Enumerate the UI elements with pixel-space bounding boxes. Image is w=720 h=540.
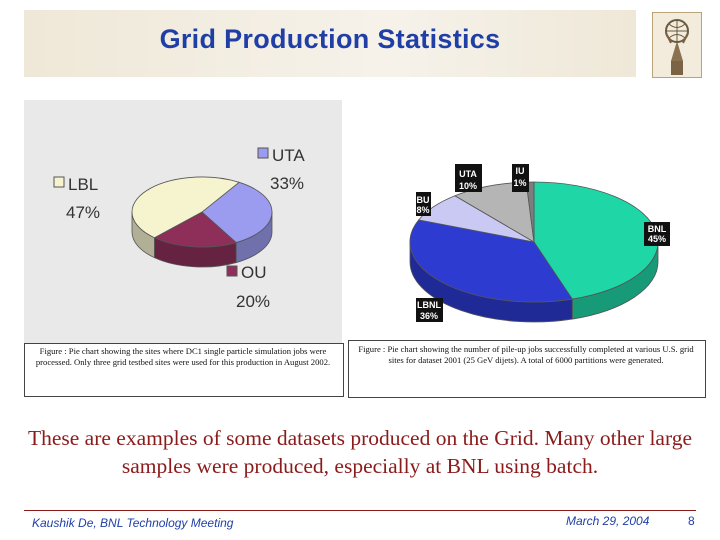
dc1-slice-ou: [153, 211, 237, 248]
legend-label-ou: OU: [241, 263, 267, 282]
label-box-uta: UTA 10%: [455, 164, 482, 192]
label-box-iu: IU 1%: [512, 164, 529, 192]
pct-label-ou: 20%: [236, 292, 270, 311]
legend-swatch-uta: [257, 147, 269, 159]
label-bu-pct: 8%: [416, 205, 429, 215]
left-chart-panel: UTA 33% LBL 47% OU 20%: [24, 100, 342, 344]
legend-label-lbl: LBL: [68, 175, 98, 194]
left-caption-box: [24, 343, 344, 397]
left-caption: Figure : Pie chart showing the sites whe…: [35, 346, 331, 367]
footer-page-number: 8: [688, 514, 695, 528]
legend-swatch-lbl: [53, 176, 65, 188]
legend-swatch-ou: [226, 265, 238, 277]
pie-chart-pileup: UTA 10% IU 1% BU 8% BNL 45% LBNL 36%: [409, 164, 670, 323]
atlas-logo: [652, 12, 702, 78]
label-bnl-name: BNL: [648, 224, 667, 234]
label-uta-pct: 10%: [459, 181, 477, 191]
label-lbnl-name: LBNL: [417, 300, 441, 310]
footer-date: March 29, 2004: [566, 514, 650, 528]
label-uta-name: UTA: [459, 169, 477, 179]
slide-body-text: These are examples of some datasets prod…: [27, 426, 693, 478]
label-box-bu: BU 8%: [416, 192, 431, 216]
label-iu-pct: 1%: [513, 178, 526, 188]
right-caption-box: [348, 340, 706, 398]
label-iu-name: IU: [516, 166, 525, 176]
footer-author: Kaushik De, BNL Technology Meeting: [32, 516, 234, 530]
footer-divider: [24, 510, 696, 511]
label-bnl-pct: 45%: [648, 234, 666, 244]
right-caption: Figure : Pie chart showing the number of…: [358, 344, 694, 365]
pct-label-uta: 33%: [270, 174, 304, 193]
pileup-slice-lbnl: [409, 219, 573, 303]
label-bu-name: BU: [417, 195, 430, 205]
title-band: [24, 10, 636, 77]
label-box-bnl: BNL 45%: [644, 222, 670, 246]
label-lbnl-pct: 36%: [420, 311, 438, 321]
pct-label-lbl: 47%: [66, 203, 100, 222]
dc1-slice-lbl: [131, 176, 240, 239]
label-box-lbnl: LBNL 36%: [416, 298, 443, 322]
slide-title: Grid Production Statistics: [159, 24, 501, 54]
right-chart-panel: UTA 10% IU 1% BU 8% BNL 45% LBNL 36%: [346, 150, 720, 346]
legend-label-uta: UTA: [272, 146, 305, 165]
pie-chart-dc1: UTA 33% LBL 47% OU 20%: [53, 146, 305, 311]
